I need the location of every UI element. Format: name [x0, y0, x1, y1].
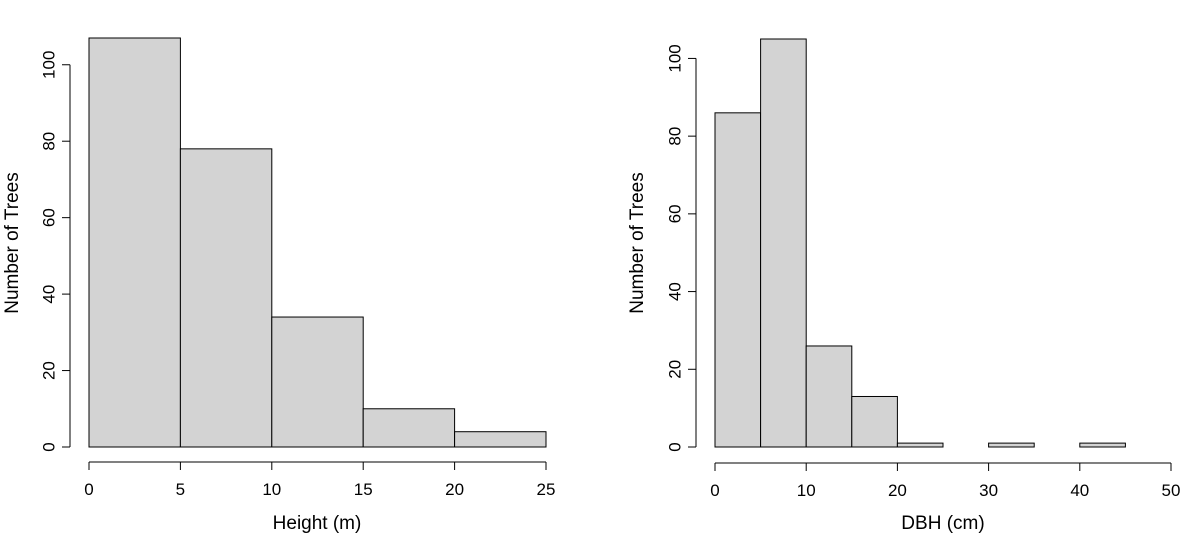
height-x-axis: 0 5 10 15 20 25 [84, 461, 556, 499]
height-x-tick-label: 5 [176, 480, 185, 499]
dbh-y-axis-label: Number of Trees [627, 172, 648, 314]
dbh-y-tick-label: 80 [666, 127, 685, 146]
height-bar [454, 431, 547, 448]
height-y-tick-label: 100 [40, 51, 59, 79]
dbh-bar [988, 442, 1035, 448]
height-x-axis-label: Height (m) [273, 513, 362, 534]
dbh-histogram-panel: 0 10 20 30 40 50 0 20 40 60 80 100 DBH (cm) Number… [627, 38, 1181, 534]
dbh-histogram-bars [714, 38, 1126, 448]
height-x-tick-label: 15 [354, 480, 373, 499]
height-x-tick-label: 20 [445, 480, 464, 499]
dbh-y-axis: 0 20 40 60 80 100 [666, 44, 697, 452]
dbh-y-tick-label: 20 [666, 360, 685, 379]
dbh-bar [851, 395, 898, 448]
dbh-y-tick-label: 40 [666, 282, 685, 301]
dbh-x-tick-label: 50 [1162, 481, 1181, 500]
dbh-x-tick-label: 10 [797, 481, 816, 500]
dbh-y-tick-label: 0 [666, 442, 685, 451]
dbh-x-tick-label: 0 [710, 481, 719, 500]
height-y-tick-label: 0 [40, 442, 59, 451]
height-x-tick-label: 0 [84, 480, 93, 499]
dbh-x-tick-label: 30 [979, 481, 998, 500]
dbh-x-axis-label: DBH (cm) [901, 513, 984, 534]
dbh-y-tick-label: 60 [666, 204, 685, 223]
dbh-bar [760, 38, 807, 448]
height-histogram-bars [88, 37, 547, 448]
dbh-bar [1079, 442, 1126, 448]
height-bar [179, 148, 273, 448]
height-y-tick-label: 40 [40, 285, 59, 304]
height-histogram-panel: 0 5 10 15 20 25 0 20 40 60 80 100 Height (m) Numbe… [2, 37, 556, 534]
height-x-tick-label: 25 [537, 480, 556, 499]
height-y-axis-label: Number of Trees [2, 172, 23, 314]
height-bar [88, 37, 181, 448]
height-bar [362, 408, 456, 448]
dbh-y-tick-label: 100 [666, 44, 685, 72]
height-bar [271, 316, 364, 448]
height-y-tick-label: 60 [40, 208, 59, 227]
height-y-tick-label: 20 [40, 361, 59, 380]
dbh-bar [805, 345, 853, 448]
dbh-x-tick-label: 20 [888, 481, 907, 500]
height-x-tick-label: 10 [262, 480, 281, 499]
dbh-x-axis: 0 10 20 30 40 50 [710, 462, 1181, 500]
dbh-bar [714, 112, 762, 448]
height-y-axis: 0 20 40 60 80 100 [40, 51, 71, 452]
height-y-tick-label: 80 [40, 132, 59, 151]
dbh-x-tick-label: 40 [1070, 481, 1089, 500]
dbh-bar [896, 442, 944, 448]
